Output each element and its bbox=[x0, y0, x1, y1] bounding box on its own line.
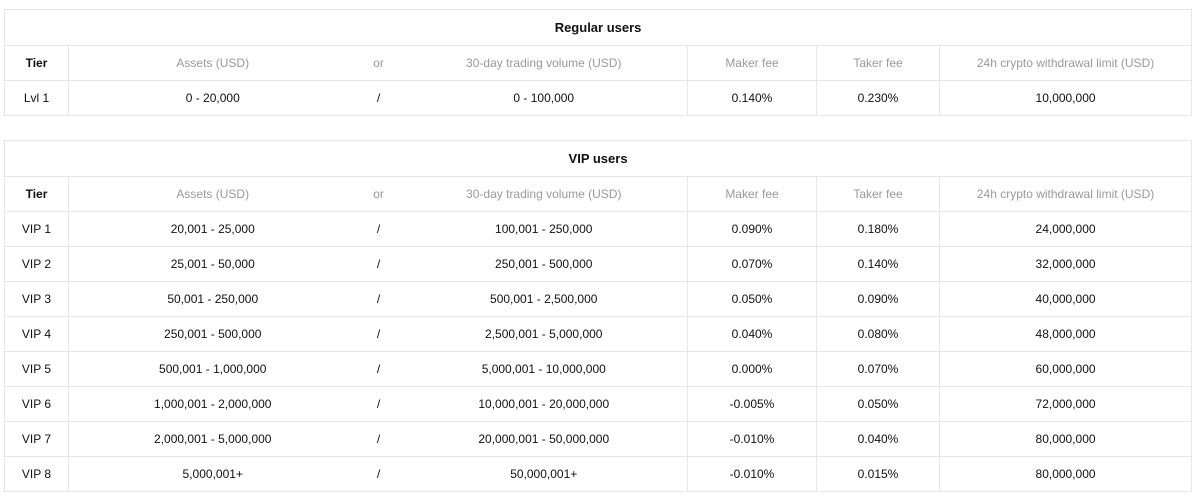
cell-maker-fee: 0.040% bbox=[687, 316, 817, 352]
cell-volume: 100,001 - 250,000 bbox=[400, 211, 688, 247]
cell-assets: 1,000,001 - 2,000,000 bbox=[68, 386, 357, 422]
cell-taker-fee: 0.015% bbox=[816, 456, 940, 492]
cell-separator: / bbox=[356, 246, 401, 282]
cell-separator: / bbox=[356, 281, 401, 317]
cell-tier: VIP 1 bbox=[4, 211, 69, 247]
cell-volume: 50,000,001+ bbox=[400, 456, 688, 492]
table-row: VIP 3 50,001 - 250,000/500,001 - 2,500,00… bbox=[4, 281, 1193, 317]
header-volume: 30-day trading volume (USD) bbox=[400, 176, 688, 212]
cell-taker-fee: 0.230% bbox=[816, 80, 940, 116]
vip-users-table: VIP users Tier Assets (USD) or 30-day tr… bbox=[3, 140, 1193, 492]
header-or: or bbox=[356, 45, 401, 81]
cell-tier: VIP 8 bbox=[4, 456, 69, 492]
header-tier: Tier bbox=[4, 45, 69, 81]
cell-assets: 2,000,001 - 5,000,000 bbox=[68, 421, 357, 457]
cell-tier: VIP 7 bbox=[4, 421, 69, 457]
cell-taker-fee: 0.040% bbox=[816, 421, 940, 457]
cell-withdrawal-limit: 24,000,000 bbox=[938, 211, 1193, 247]
cell-separator: / bbox=[356, 386, 401, 422]
cell-taker-fee: 0.140% bbox=[816, 246, 940, 282]
table-row: VIP 8 5,000,001+/50,000,001+ -0.010% 0.015%… bbox=[4, 456, 1193, 492]
table-title: VIP users bbox=[3, 140, 1193, 177]
cell-withdrawal-limit: 32,000,000 bbox=[938, 246, 1193, 282]
header-withdrawal-limit: 24h crypto withdrawal limit (USD) bbox=[938, 45, 1193, 81]
cell-maker-fee: 0.000% bbox=[687, 351, 817, 387]
cell-withdrawal-limit: 80,000,000 bbox=[938, 456, 1193, 492]
cell-withdrawal-limit: 48,000,000 bbox=[938, 316, 1193, 352]
header-or: or bbox=[356, 176, 401, 212]
cell-tier: VIP 2 bbox=[4, 246, 69, 282]
cell-maker-fee: -0.005% bbox=[687, 386, 817, 422]
header-tier: Tier bbox=[4, 176, 69, 212]
cell-separator: / bbox=[356, 456, 401, 492]
header-assets: Assets (USD) bbox=[68, 176, 357, 212]
table-row: VIP 2 25,001 - 50,000/250,001 - 500,000 0.… bbox=[4, 246, 1193, 282]
cell-separator: / bbox=[356, 316, 401, 352]
cell-separator: / bbox=[356, 80, 401, 116]
cell-separator: / bbox=[356, 211, 401, 247]
cell-maker-fee: 0.050% bbox=[687, 281, 817, 317]
cell-assets: 50,001 - 250,000 bbox=[68, 281, 357, 317]
cell-volume: 500,001 - 2,500,000 bbox=[400, 281, 688, 317]
cell-assets: 0 - 20,000 bbox=[68, 80, 357, 116]
cell-taker-fee: 0.070% bbox=[816, 351, 940, 387]
table-row: VIP 7 2,000,001 - 5,000,000/20,000,001 - … bbox=[4, 421, 1193, 457]
header-taker-fee: Taker fee bbox=[816, 45, 940, 81]
header-assets: Assets (USD) bbox=[68, 45, 357, 81]
cell-assets: 500,001 - 1,000,000 bbox=[68, 351, 357, 387]
cell-maker-fee: -0.010% bbox=[687, 456, 817, 492]
header-maker-fee: Maker fee bbox=[687, 45, 817, 81]
cell-withdrawal-limit: 80,000,000 bbox=[938, 421, 1193, 457]
table-row: VIP 6 1,000,001 - 2,000,000/10,000,001 - … bbox=[4, 386, 1193, 422]
cell-separator: / bbox=[356, 421, 401, 457]
header-maker-fee: Maker fee bbox=[687, 176, 817, 212]
cell-assets: 5,000,001+ bbox=[68, 456, 357, 492]
cell-withdrawal-limit: 40,000,000 bbox=[938, 281, 1193, 317]
cell-tier: VIP 3 bbox=[4, 281, 69, 317]
cell-assets: 250,001 - 500,000 bbox=[68, 316, 357, 352]
cell-withdrawal-limit: 72,000,000 bbox=[938, 386, 1193, 422]
cell-volume: 250,001 - 500,000 bbox=[400, 246, 688, 282]
regular-users-table: Regular users Tier Assets (USD) or 30-da… bbox=[3, 9, 1193, 116]
cell-taker-fee: 0.050% bbox=[816, 386, 940, 422]
table-row: VIP 5 500,001 - 1,000,000/5,000,001 - 10,… bbox=[4, 351, 1193, 387]
cell-tier: VIP 5 bbox=[4, 351, 69, 387]
cell-assets: 20,001 - 25,000 bbox=[68, 211, 357, 247]
header-volume: 30-day trading volume (USD) bbox=[400, 45, 688, 81]
table-row: VIP 1 20,001 - 25,000/100,001 - 250,000 0.… bbox=[4, 211, 1193, 247]
cell-volume: 2,500,001 - 5,000,000 bbox=[400, 316, 688, 352]
table-title-row: VIP users bbox=[3, 140, 1193, 177]
cell-separator: / bbox=[356, 351, 401, 387]
cell-volume: 0 - 100,000 bbox=[400, 80, 688, 116]
table-title: Regular users bbox=[3, 9, 1193, 46]
cell-maker-fee: 0.070% bbox=[687, 246, 817, 282]
table-row: VIP 4 250,001 - 500,000/2,500,001 - 5,000… bbox=[4, 316, 1193, 352]
cell-volume: 10,000,001 - 20,000,000 bbox=[400, 386, 688, 422]
cell-tier: Lvl 1 bbox=[4, 80, 69, 116]
cell-taker-fee: 0.090% bbox=[816, 281, 940, 317]
cell-withdrawal-limit: 10,000,000 bbox=[938, 80, 1193, 116]
cell-withdrawal-limit: 60,000,000 bbox=[938, 351, 1193, 387]
cell-taker-fee: 0.080% bbox=[816, 316, 940, 352]
header-row: Tier Assets (USD) or 30-day trading volu… bbox=[4, 176, 1193, 212]
header-withdrawal-limit: 24h crypto withdrawal limit (USD) bbox=[938, 176, 1193, 212]
cell-maker-fee: -0.010% bbox=[687, 421, 817, 457]
header-taker-fee: Taker fee bbox=[816, 176, 940, 212]
cell-tier: VIP 6 bbox=[4, 386, 69, 422]
cell-taker-fee: 0.180% bbox=[816, 211, 940, 247]
header-row: Tier Assets (USD) or 30-day trading volu… bbox=[4, 45, 1193, 81]
cell-volume: 5,000,001 - 10,000,000 bbox=[400, 351, 688, 387]
cell-tier: VIP 4 bbox=[4, 316, 69, 352]
table-title-row: Regular users bbox=[3, 9, 1193, 46]
cell-maker-fee: 0.090% bbox=[687, 211, 817, 247]
cell-maker-fee: 0.140% bbox=[687, 80, 817, 116]
cell-assets: 25,001 - 50,000 bbox=[68, 246, 357, 282]
cell-volume: 20,000,001 - 50,000,000 bbox=[400, 421, 688, 457]
